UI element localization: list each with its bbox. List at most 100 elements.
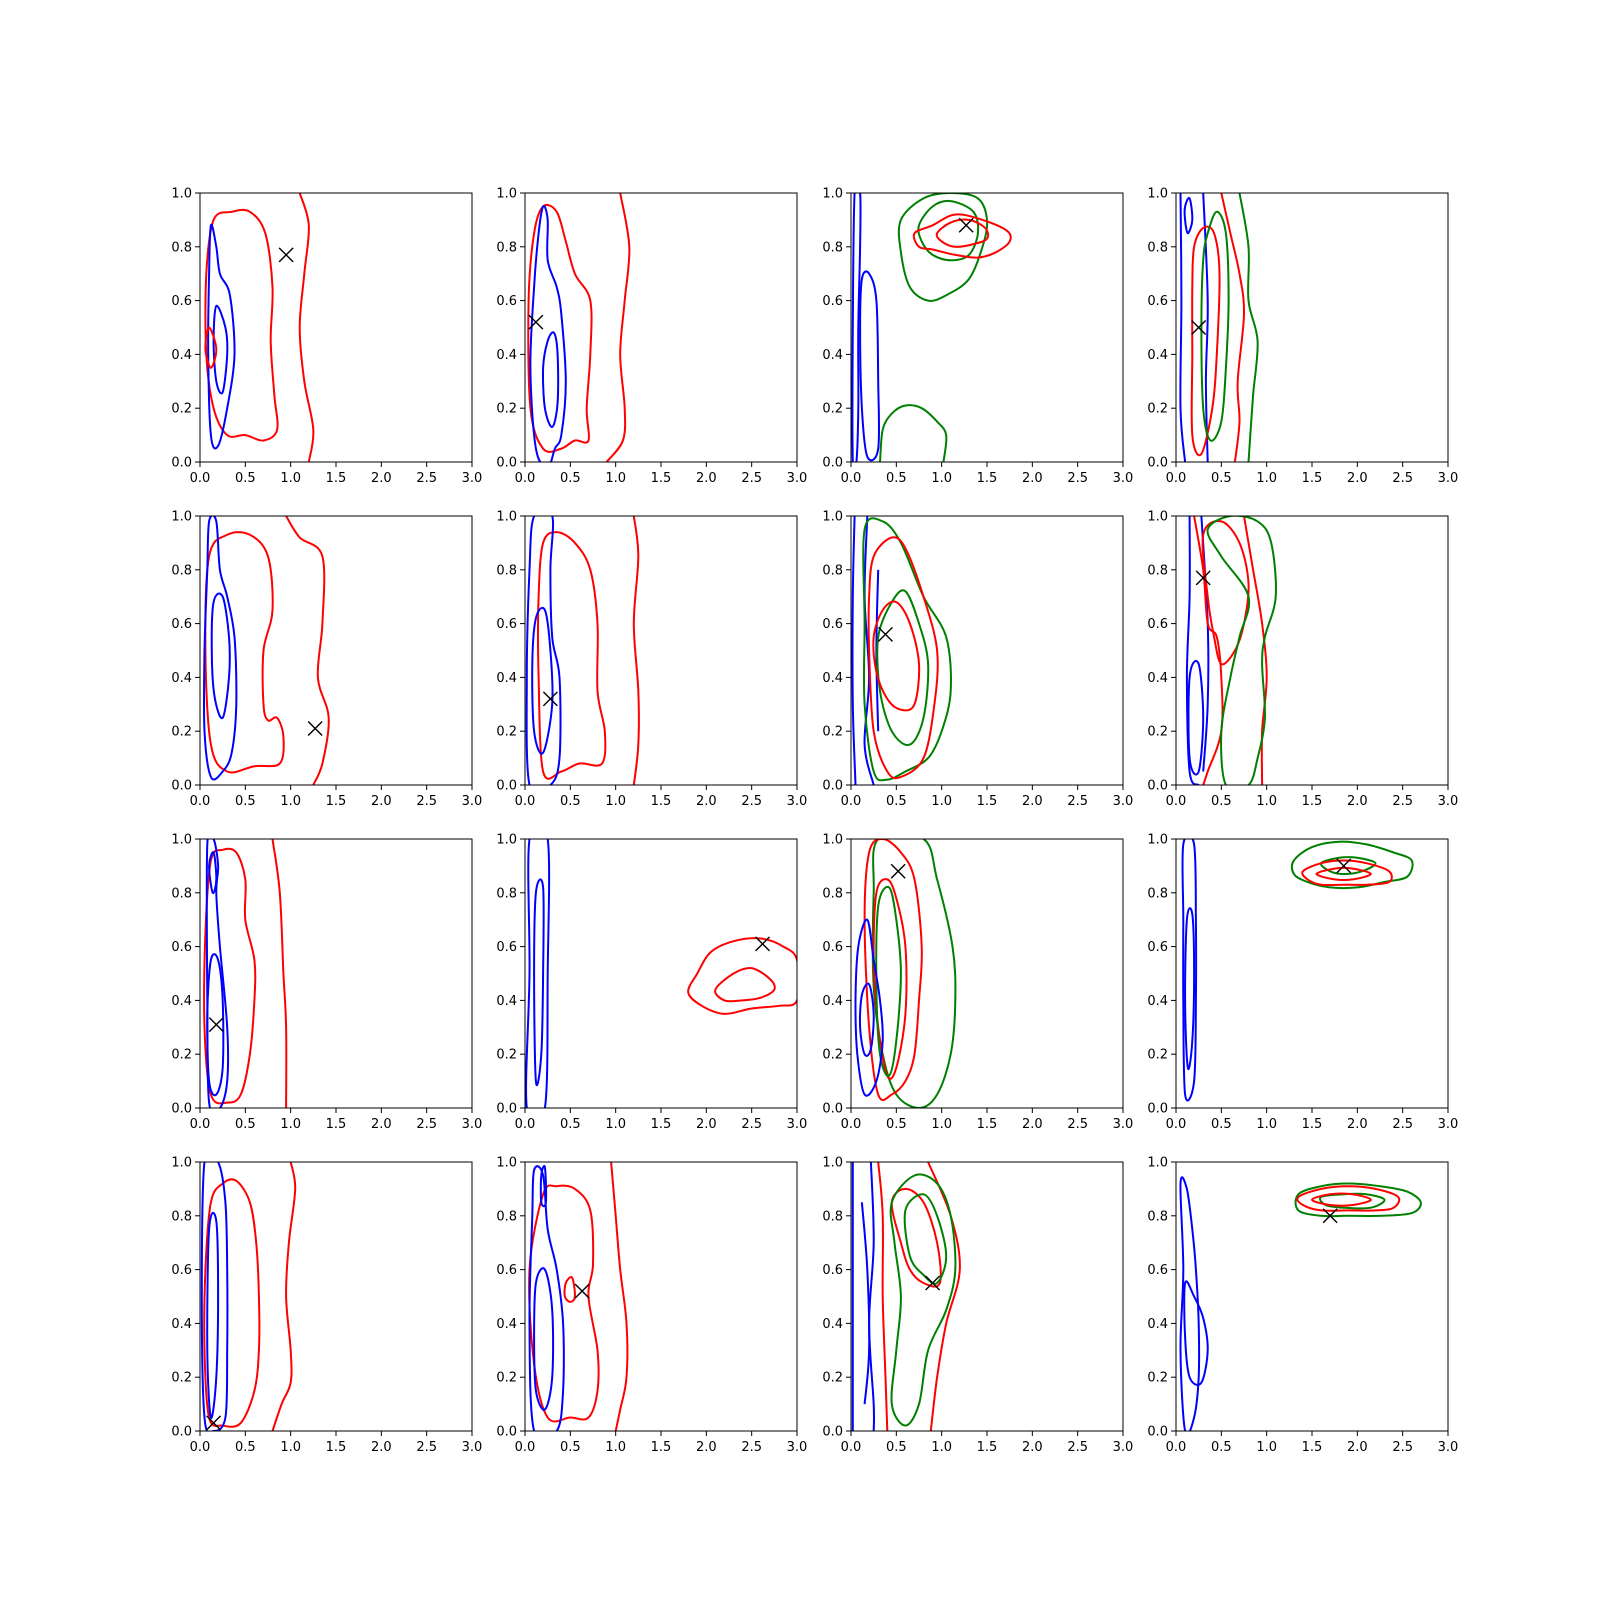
y-tick-label: 0.2 [822,725,843,740]
red-contour-1 [271,839,288,1108]
x-tick-label: 2.5 [416,794,437,809]
axes-frame [850,515,1124,786]
y-tick-label: 1.0 [822,833,843,848]
x-tick-label: 0.5 [1211,1440,1232,1455]
green-contour-8 [903,1193,948,1285]
x-tick-label: 2.0 [1022,1117,1043,1132]
green-contour-6 [876,589,930,747]
green-contour-4 [1238,193,1259,462]
y-tick-label: 0.8 [1147,886,1168,901]
red-contour-5 [1220,193,1246,462]
x-marker [528,314,544,330]
x-marker [890,863,906,879]
x-marker [208,1017,224,1033]
x-marker [1191,320,1207,335]
red-contour-2 [203,847,257,1105]
blue-contour-2 [859,270,881,462]
x-tick-label: 1.0 [931,794,952,809]
x-tick-label: 3.0 [462,794,483,809]
y-tick-label: 0.8 [1147,240,1168,255]
y-tick-label: 0.8 [822,563,843,578]
panel-r1-c1: 0.0 0.5 1.0 1.5 2.0 2.5 3.0 0.0 0.2 0.4 0.6 0.8 1.0 [171,187,482,487]
y-tick-label: 1.0 [171,833,192,848]
x-marker [542,691,558,707]
x-tick-label: 0.5 [560,1440,581,1455]
y-tick-label: 0.8 [171,240,192,255]
y-tick-label: 0.0 [171,456,192,471]
y-tick-label: 0.6 [1147,294,1168,309]
axes-frame [199,515,473,786]
y-tick-label: 1.0 [1147,187,1168,202]
y-tick-label: 1.0 [496,1156,517,1171]
y-tick-label: 0.2 [822,1371,843,1386]
contours [854,839,957,1108]
red-contour-2 [203,1178,261,1428]
blue-contour-1 [851,516,857,785]
x-tick-label: 2.5 [1067,794,1088,809]
x-tick-label: 2.5 [416,1117,437,1132]
red-contour-1 [285,516,330,785]
x-tick-label: 2.5 [741,1440,762,1455]
red-contour-6 [890,1187,942,1288]
red-contour-5 [1296,1185,1401,1212]
x-tick-label: 1.5 [651,794,672,809]
y-tick-label: 0.4 [496,994,517,1009]
y-tick-label: 0.0 [1147,1425,1168,1440]
x-tick-label: 2.0 [1347,794,1368,809]
x-tick-label: 2.0 [1022,471,1043,486]
panel-r1-c3: 0.0 0.5 1.0 1.5 2.0 2.5 3.0 0.0 0.2 0.4 0.6 0.8 1.0 [822,187,1134,487]
x-tick-label: 3.0 [1113,1440,1134,1455]
x-marker [1336,858,1352,874]
x-marker [278,247,294,263]
axes-frame [199,192,473,463]
x-tick-label: 0.5 [886,1117,907,1132]
blue-contour-4 [531,606,554,755]
red-contour-2 [537,531,607,780]
x-tick-label: 1.5 [326,471,347,486]
y-tick-label: 1.0 [496,833,517,848]
x-tick-label: 0.5 [886,794,907,809]
x-tick-label: 3.0 [1113,794,1134,809]
y-tick-label: 0.4 [496,671,517,686]
y-tick-label: 0.0 [1147,456,1168,471]
x-marker [877,626,893,642]
blue-contour-5 [208,851,218,895]
green-contour-7 [1200,210,1230,442]
green-contour-7 [879,404,948,462]
y-tick-label: 0.4 [822,994,843,1009]
red-contour-6 [1311,1192,1372,1207]
contours [1181,839,1414,1102]
red-contour-5 [204,326,218,369]
blue-contour-3 [207,223,236,450]
y-tick-label: 0.0 [171,779,192,794]
blue-contour-4 [212,304,229,395]
red-contour-3 [872,878,908,1080]
x-tick-label: 2.0 [371,471,392,486]
y-tick-label: 1.0 [822,1156,843,1171]
y-tick-label: 1.0 [822,187,843,202]
red-contour-1 [271,1162,297,1431]
blue-contour-2 [868,1162,876,1431]
panel-r2-c2: 0.0 0.5 1.0 1.5 2.0 2.5 3.0 0.0 0.2 0.4 0.6 0.8 1.0 [496,510,807,810]
x-tick-label: 3.0 [1438,794,1459,809]
x-tick-label: 2.0 [1347,1440,1368,1455]
x-tick-label: 0.5 [886,1440,907,1455]
x-tick-label: 0.5 [1211,1117,1232,1132]
blue-contour-3 [525,516,562,785]
x-tick-label: 3.0 [1438,1117,1459,1132]
contours [1185,516,1277,785]
axes-frame [1175,838,1449,1109]
y-tick-label: 0.0 [822,779,843,794]
x-tick-label: 3.0 [1113,471,1134,486]
red-contour-2 [527,203,593,453]
axes-frame [524,838,798,1109]
y-tick-label: 0.8 [1147,563,1168,578]
panel-r3-c4: 0.0 0.5 1.0 1.5 2.0 2.5 3.0 0.0 0.2 0.4 0.6 0.8 1.0 [1147,833,1458,1133]
x-tick-label: 1.0 [605,471,626,486]
x-tick-label: 1.5 [977,1440,998,1455]
y-tick-label: 0.6 [822,1263,843,1278]
y-tick-label: 0.4 [171,671,192,686]
y-tick-label: 0.0 [496,1102,517,1117]
x-tick-label: 1.0 [1256,471,1277,486]
y-tick-label: 1.0 [496,187,517,202]
